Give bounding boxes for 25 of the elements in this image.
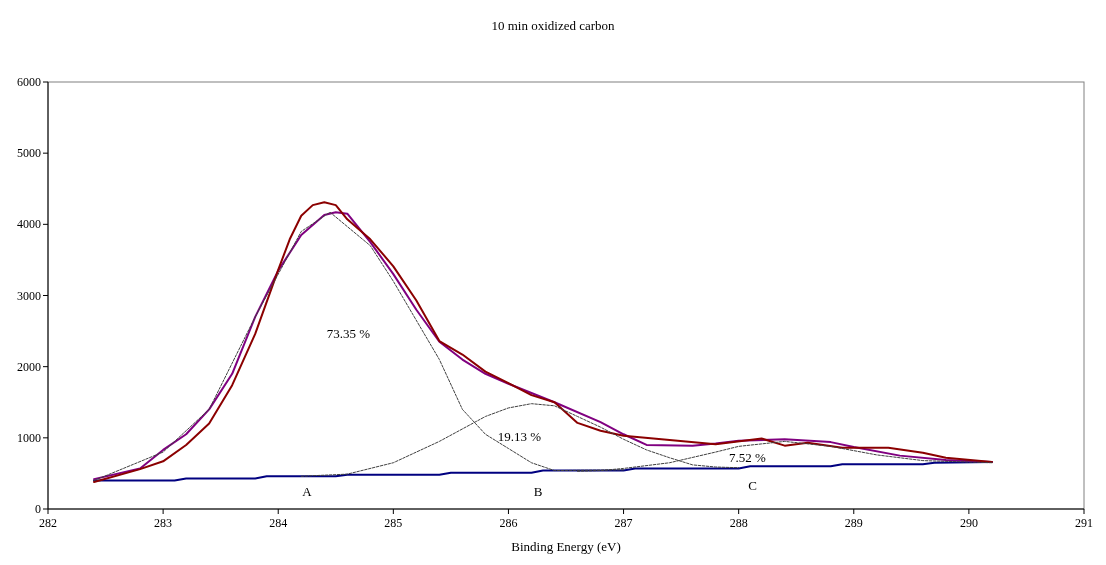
x-tick-label: 283 xyxy=(154,516,173,530)
y-tick-label: 6000 xyxy=(17,75,41,89)
annotation: 73.35 % xyxy=(326,326,371,342)
y-tick-label: 0 xyxy=(35,502,41,516)
y-tick-label: 1000 xyxy=(17,430,41,445)
y-tick-label: 4000 xyxy=(17,217,41,232)
x-tick-label: 287 xyxy=(614,516,633,530)
x-tick-label: 289 xyxy=(844,516,863,530)
annotation: 19.13 % xyxy=(497,428,542,444)
x-tick-label: 285 xyxy=(384,516,403,530)
annotation: C xyxy=(748,477,757,493)
annotation: A xyxy=(302,484,313,500)
x-tick-label: 290 xyxy=(959,516,978,530)
x-tick-label: 291 xyxy=(1075,516,1093,530)
y-tick-label: 2000 xyxy=(17,359,41,374)
x-tick-label: 288 xyxy=(729,516,748,530)
x-tick-label: 286 xyxy=(499,516,518,530)
x-axis-title: Binding Energy (eV) xyxy=(511,539,621,554)
x-tick-label: 282 xyxy=(39,516,57,530)
y-tick-label: 5000 xyxy=(17,146,41,161)
annotation: B xyxy=(533,484,543,500)
chart-title: 10 min oxidized carbon xyxy=(491,18,616,33)
x-tick-label: 284 xyxy=(269,516,288,530)
annotation: 7.52 % xyxy=(728,450,766,466)
y-tick-label: 3000 xyxy=(17,288,41,303)
